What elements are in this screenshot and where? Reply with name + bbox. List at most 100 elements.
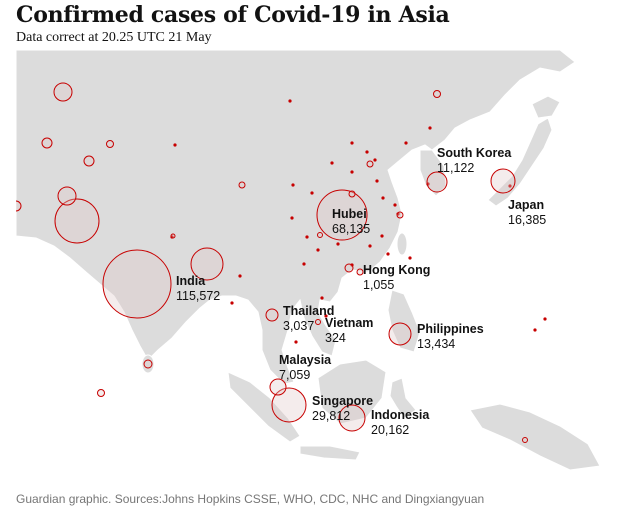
bubble-indonesia	[338, 404, 366, 432]
chart-title: Confirmed cases of Covid-19 in Asia	[16, 2, 450, 28]
label-india: India 115,572	[176, 274, 220, 303]
bubble-kyrgyzstan	[41, 137, 53, 149]
label-malaysia: Malaysia 7,059	[279, 353, 332, 382]
point-marker	[533, 328, 537, 332]
bubble-mongolia	[106, 140, 114, 148]
label-name-philippines: Philippines	[417, 322, 484, 336]
source-footer: Guardian graphic. Sources:Johns Hopkins …	[16, 492, 485, 506]
label-value-philippines: 13,434	[417, 337, 455, 351]
point-marker	[543, 317, 547, 321]
point-marker	[404, 141, 408, 145]
bubble-thailand	[265, 308, 279, 322]
label-name-vietnam: Vietnam	[325, 316, 373, 330]
bubble-layer	[16, 82, 528, 443]
land-asia-mainland	[16, 50, 576, 385]
label-philippines: Philippines 13,434	[417, 322, 484, 351]
label-name-indonesia: Indonesia	[371, 408, 430, 422]
point-marker	[368, 244, 372, 248]
bubble-japan	[490, 168, 516, 194]
bubble-hubei	[316, 189, 368, 241]
point-marker	[302, 262, 306, 266]
point-marker	[408, 256, 412, 260]
bubble-sri-lanka	[143, 359, 153, 369]
label-indonesia: Indonesia 20,162	[371, 408, 430, 437]
label-japan: Japan 16,385	[508, 198, 546, 227]
point-marker	[350, 170, 354, 174]
bubble-nepal	[170, 233, 176, 239]
bubble-tajikistan	[83, 155, 95, 167]
point-marker	[428, 126, 432, 130]
bubble-vietnam	[315, 319, 321, 325]
point-marker	[365, 150, 369, 154]
bubble-malaysia	[269, 378, 287, 396]
label-name-malaysia: Malaysia	[279, 353, 332, 367]
bubble-pakistan	[54, 198, 100, 244]
bubble-heilongjiang	[433, 90, 441, 98]
point-marker	[373, 158, 377, 162]
land-layer	[16, 50, 601, 471]
label-south-korea: South Korea 11,122	[437, 146, 512, 175]
bubble-chongqing	[317, 232, 323, 238]
point-marker	[336, 242, 340, 246]
land-sumatra	[227, 371, 301, 443]
label-name-thailand: Thailand	[283, 304, 334, 318]
bubble-zhejiang	[396, 211, 404, 219]
label-value-singapore: 29,812	[312, 409, 350, 423]
point-marker	[381, 196, 385, 200]
point-marker	[294, 340, 298, 344]
point-marker	[173, 143, 177, 147]
label-value-indonesia: 20,162	[371, 423, 409, 437]
land-java	[299, 445, 361, 461]
bubble-papua	[522, 437, 528, 443]
point-marker	[324, 314, 328, 318]
point-marker	[350, 141, 354, 145]
land-borneo	[317, 359, 387, 425]
land-new-guinea	[469, 403, 601, 471]
point-marker	[393, 203, 397, 207]
land-philippines	[387, 289, 421, 353]
label-name-hong-kong: Hong Kong	[363, 263, 430, 277]
point-marker	[290, 216, 294, 220]
bubble-edge-west	[16, 200, 22, 212]
point-marker	[230, 301, 234, 305]
bubble-hong-kong	[344, 263, 354, 273]
label-value-japan: 16,385	[508, 213, 546, 227]
label-value-thailand: 3,037	[283, 319, 314, 333]
point-marker	[288, 99, 292, 103]
label-singapore: Singapore 29,812	[312, 394, 373, 423]
bubble-maldives	[97, 389, 105, 397]
bubble-south-korea	[426, 171, 448, 193]
bubble-kazakhstan	[53, 82, 73, 102]
label-value-india: 115,572	[176, 289, 220, 303]
land-japan	[487, 117, 553, 207]
point-marker	[386, 252, 390, 256]
label-hubei: Hubei 68,135	[332, 207, 370, 236]
bubble-guangdong	[356, 268, 364, 276]
label-hong-kong: Hong Kong 1,055	[363, 263, 430, 292]
label-vietnam: Vietnam 324	[325, 316, 373, 345]
label-value-malaysia: 7,059	[279, 368, 310, 382]
label-value-south-korea: 11,122	[437, 161, 474, 175]
label-name-japan: Japan	[508, 198, 544, 212]
bubble-afghanistan	[57, 186, 77, 206]
land-sri-lanka	[141, 354, 155, 374]
bubble-singapore	[271, 387, 307, 423]
point-marker	[320, 296, 324, 300]
bubble-philippines	[388, 322, 412, 346]
bubble-xinjiang	[238, 181, 246, 189]
land-sulawesi	[389, 377, 417, 419]
point-marker	[316, 248, 320, 252]
label-name-singapore: Singapore	[312, 394, 373, 408]
point-marker	[380, 234, 384, 238]
label-value-hubei: 68,135	[332, 222, 370, 236]
point-marker	[238, 274, 242, 278]
land-taiwan	[396, 232, 408, 256]
label-value-vietnam: 324	[325, 331, 346, 345]
bubble-india	[102, 249, 172, 319]
bubble-henan	[348, 190, 356, 198]
label-thailand: Thailand 3,037	[283, 304, 334, 333]
land-hokkaido	[531, 95, 561, 119]
point-marker	[291, 183, 295, 187]
chart-subtitle: Data correct at 20.25 UTC 21 May	[16, 30, 212, 45]
asia-map: South Korea 11,122 Japan 16,385 Hubei 68…	[16, 50, 636, 482]
